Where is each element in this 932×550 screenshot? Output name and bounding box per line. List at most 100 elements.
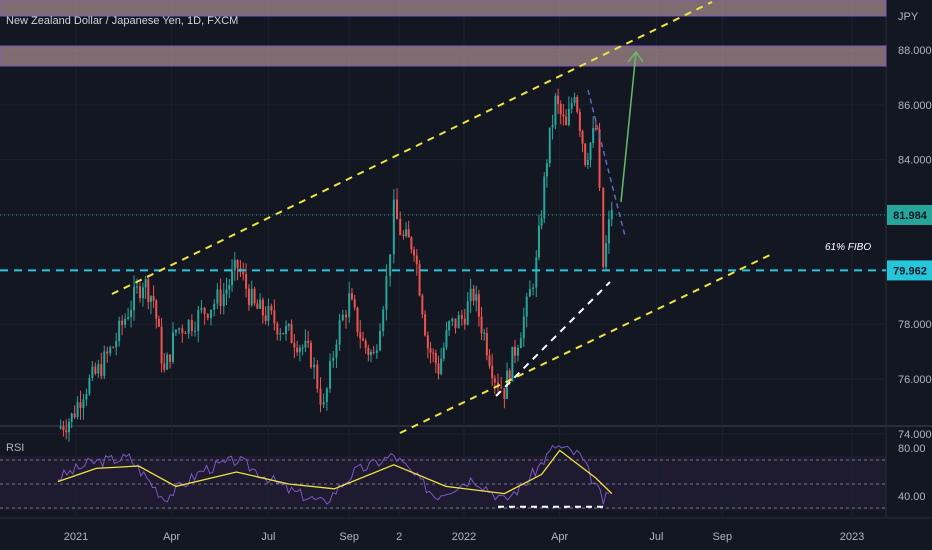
candle-body: [169, 354, 172, 362]
candle-body: [410, 237, 413, 250]
candle-body: [247, 288, 250, 306]
candle-body: [493, 378, 496, 383]
candle-body: [73, 413, 76, 418]
candle-body: [147, 279, 150, 303]
time-axis[interactable]: 2021 Apr Jul Sep 2 2022 Apr Jul Sep 2023: [64, 531, 864, 543]
candle-body: [141, 287, 144, 299]
candle-body: [457, 315, 460, 329]
candle-body: [181, 328, 184, 334]
candle-body: [500, 387, 503, 389]
candle-body: [480, 316, 483, 334]
candle-body: [514, 346, 517, 356]
time-tick-label: 2: [396, 531, 402, 543]
candle-body: [194, 330, 197, 332]
candle-body: [475, 294, 478, 301]
candle-body: [581, 130, 584, 144]
candle-body: [65, 430, 68, 433]
candle-body: [573, 97, 576, 103]
candle-body: [437, 363, 440, 375]
candle-body: [469, 288, 472, 302]
candle-body: [402, 234, 405, 236]
candle-body: [160, 326, 163, 364]
candle-body: [364, 340, 367, 348]
rsi-band: [0, 456, 886, 510]
candle-body: [562, 114, 565, 117]
candle-body: [477, 294, 480, 317]
candle-body: [59, 426, 62, 429]
candle-body: [91, 366, 94, 379]
candle-body: [338, 320, 341, 345]
candle-body: [421, 295, 424, 315]
candle-body: [353, 299, 356, 308]
candle-body: [282, 333, 285, 335]
price-axis[interactable]: 88.00086.00084.00082.00080.00078.00076.0…: [887, 45, 932, 503]
candle-body: [565, 116, 568, 125]
candle-body: [396, 199, 399, 220]
candle-body: [372, 351, 375, 354]
candle-body: [488, 355, 491, 366]
price-tick-label: 78.000: [898, 319, 932, 331]
candle-body: [206, 313, 209, 319]
candle-body: [385, 276, 388, 310]
candle-body: [602, 187, 605, 268]
price-tick-label: 88.000: [898, 45, 932, 57]
candle-body: [225, 289, 228, 295]
resistance-zone-lower: [0, 45, 887, 67]
candle-body: [405, 229, 408, 236]
candle-body: [445, 330, 448, 348]
candle-body: [287, 324, 290, 326]
price-tick-label: 84.000: [898, 155, 932, 167]
candle-body: [503, 387, 506, 400]
candle-body: [115, 341, 118, 348]
candle-body: [519, 338, 522, 348]
time-tick-label: 2022: [452, 531, 476, 543]
candle-body: [329, 360, 332, 389]
time-tick-label: Apr: [551, 531, 568, 543]
candle-body: [118, 320, 121, 342]
candle-body: [76, 402, 79, 418]
candle-body: [112, 347, 115, 349]
candle-body: [163, 363, 166, 370]
last-price-label: 81.984: [893, 210, 928, 222]
candle-body: [67, 421, 70, 433]
time-tick-label: 2023: [840, 531, 864, 543]
candle-body: [557, 95, 560, 104]
candle-body: [174, 329, 177, 333]
candle-body: [578, 111, 581, 131]
candle-body: [270, 305, 273, 311]
candle-body: [144, 279, 147, 288]
candle-body: [228, 285, 231, 290]
last-price-badge: [887, 204, 932, 225]
candle-body: [313, 364, 316, 368]
candle-body: [62, 426, 65, 431]
candle-body: [491, 365, 494, 379]
candle-body: [210, 309, 213, 319]
candle-body: [576, 97, 579, 112]
projection-line: [587, 89, 626, 237]
candle-body: [415, 255, 418, 265]
rsi-line: [57, 444, 610, 505]
candle-body: [79, 402, 82, 408]
candle-body: [532, 287, 535, 290]
candle-body: [454, 318, 457, 329]
time-tick-label: 2021: [64, 531, 88, 543]
candle-body: [279, 333, 282, 335]
channel-lower-line: [399, 253, 773, 434]
candle-body: [106, 351, 109, 354]
candle-body: [545, 163, 548, 177]
candle-body: [589, 142, 592, 161]
candle-body: [442, 347, 445, 359]
candle-body: [236, 260, 239, 269]
candle-body: [133, 286, 136, 311]
price-tick-label: 74.000: [898, 429, 932, 441]
candle-body: [367, 347, 370, 355]
candle-body: [429, 348, 432, 353]
candle-body: [543, 176, 546, 219]
candle-body: [304, 340, 307, 348]
candle-body: [335, 344, 338, 358]
resistance-zone-upper: [0, 0, 887, 17]
candle-body: [379, 330, 382, 351]
candle-body: [298, 347, 301, 353]
candle-body: [567, 108, 570, 125]
